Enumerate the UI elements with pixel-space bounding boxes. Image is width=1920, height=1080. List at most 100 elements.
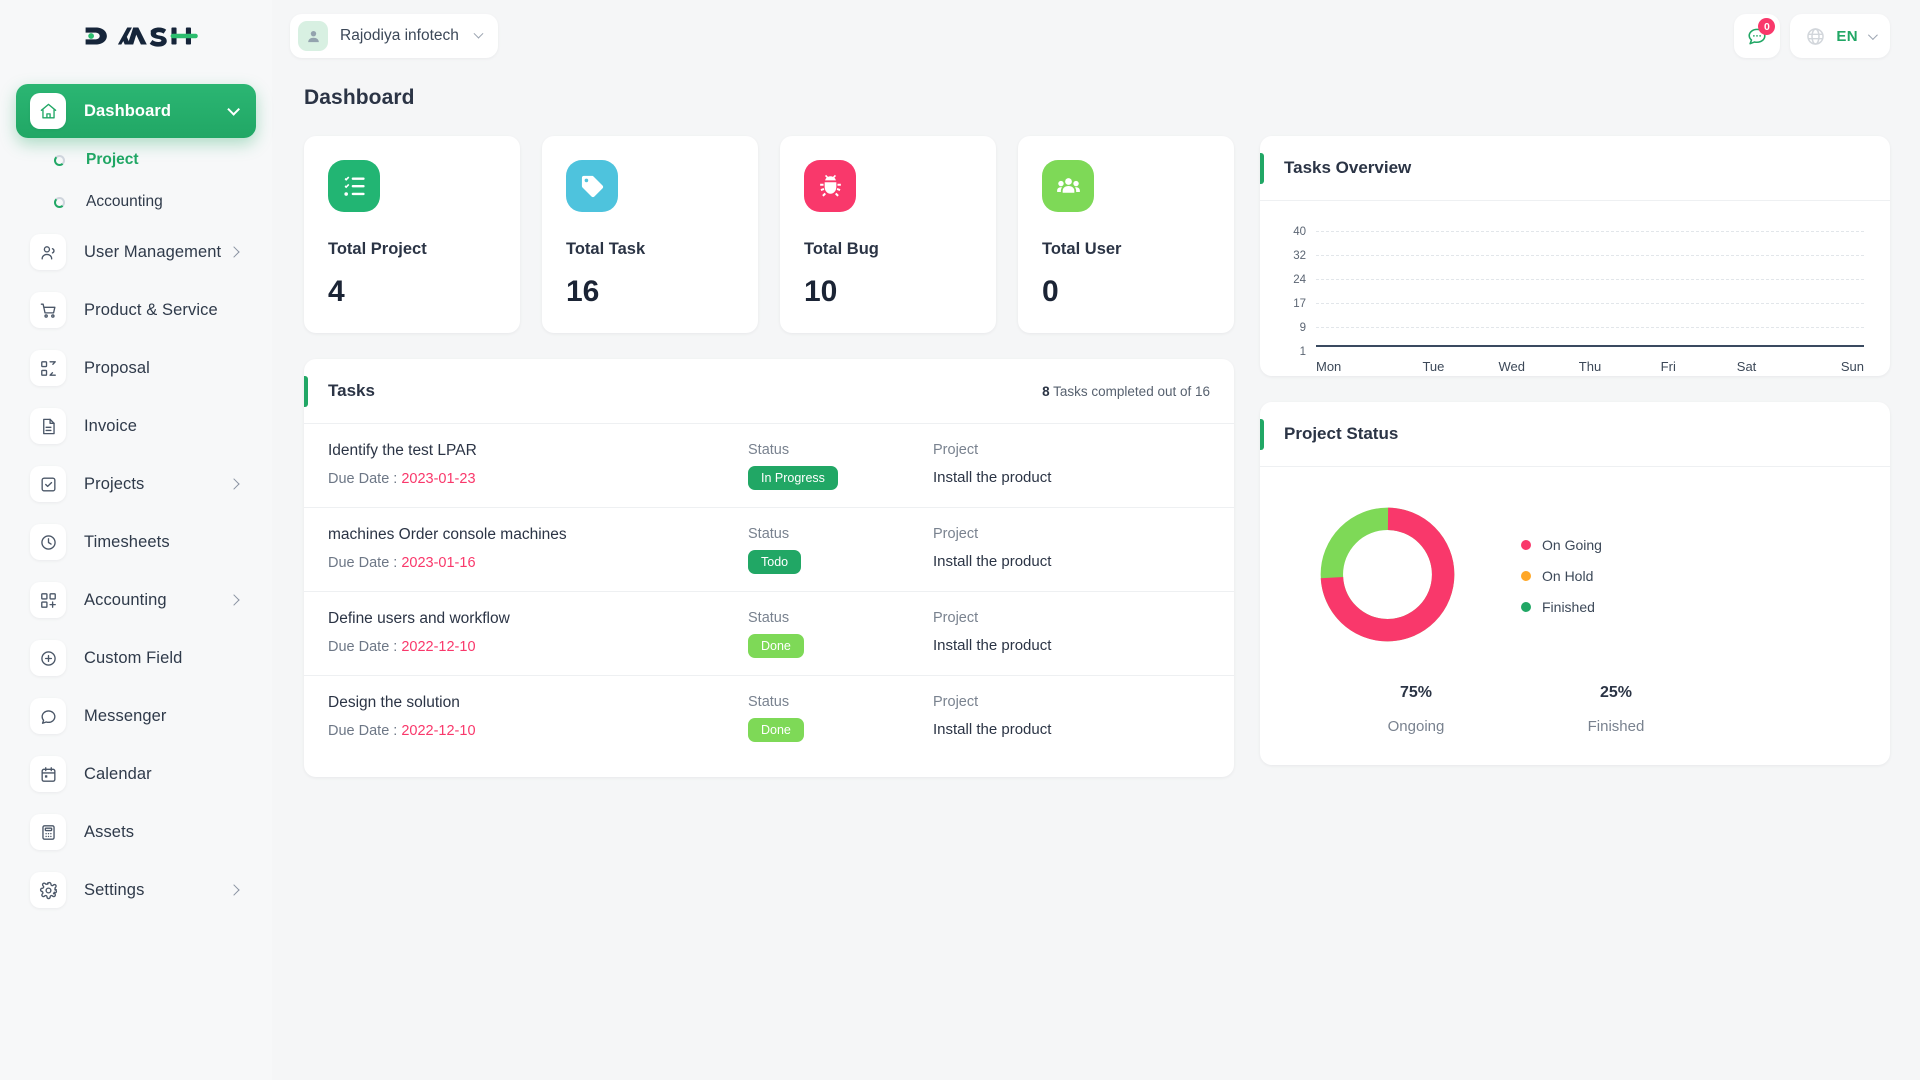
donut-section: On Going On Hold Finished xyxy=(1286,501,1716,735)
task-due: Due Date : 2022-12-10 xyxy=(328,639,748,655)
dash-logo-icon xyxy=(85,27,198,47)
sidebar-item-label: Custom Field xyxy=(84,648,183,667)
sidebar-item-label: Messenger xyxy=(84,706,167,725)
table-row[interactable]: Define users and workflow Due Date : 202… xyxy=(304,592,1234,676)
tag-icon xyxy=(566,160,618,212)
plus-circle-icon xyxy=(30,640,66,676)
stat-card-total-user[interactable]: Total User 0 xyxy=(1018,136,1234,333)
calculator-icon xyxy=(30,814,66,850)
table-row[interactable]: Identify the test LPAR Due Date : 2023-0… xyxy=(304,424,1234,508)
sidebar-item-label: Assets xyxy=(84,822,135,841)
dot-icon xyxy=(54,154,65,166)
sidebar-item-user-management[interactable]: User Management xyxy=(16,224,256,280)
dot-icon xyxy=(54,196,65,208)
check-square-icon xyxy=(30,466,66,502)
gridline xyxy=(1316,303,1864,304)
donut-chart xyxy=(1320,507,1455,642)
sidebar-item-proposal[interactable]: Proposal xyxy=(16,340,256,396)
sidebar-item-invoice[interactable]: Invoice xyxy=(16,398,256,454)
sidebar-item-calendar[interactable]: Calendar xyxy=(16,746,256,802)
table-row[interactable]: Design the solution Due Date : 2022-12-1… xyxy=(304,676,1234,759)
sidebar-item-product-service[interactable]: Product & Service xyxy=(16,282,256,338)
sidebar-item-label: Settings xyxy=(84,880,145,899)
task-name: machines Order console machines xyxy=(328,526,567,543)
gridline xyxy=(1316,279,1864,280)
sidebar-item-label: User Management xyxy=(84,242,222,261)
chevron-down-icon xyxy=(473,28,484,39)
sidebar-item-messenger[interactable]: Messenger xyxy=(16,688,256,744)
task-info: Define users and workflow Due Date : 202… xyxy=(328,610,748,655)
column-header-project: Project xyxy=(933,526,979,542)
x-tick: Tue xyxy=(1422,359,1445,374)
summary-label: Ongoing xyxy=(1387,718,1445,735)
stat-card-total-project[interactable]: Total Project 4 xyxy=(304,136,520,333)
column-header-project: Project xyxy=(933,442,979,458)
language-selector[interactable]: EN xyxy=(1790,14,1890,58)
sidebar-item-project[interactable]: Project xyxy=(32,140,240,180)
project-status-summary: 75% Ongoing 25% Finished xyxy=(1286,684,1716,735)
sidebar-item-accounting-sub[interactable]: Accounting xyxy=(32,182,240,222)
chevron-right-icon xyxy=(228,884,240,896)
status-badge: Done xyxy=(748,718,804,742)
stat-card-total-task[interactable]: Total Task 16 xyxy=(542,136,758,333)
legend-color-dot xyxy=(1521,540,1531,550)
logo[interactable] xyxy=(0,0,272,72)
dashboard-grid: Total Project 4 Total Task 16 xyxy=(304,136,1890,777)
stat-value: 4 xyxy=(328,275,345,308)
due-prefix: Due Date : xyxy=(328,723,402,739)
topbar-actions: 0 EN xyxy=(1734,14,1890,58)
column-header-status: Status xyxy=(748,526,790,542)
project-status-header: Project Status xyxy=(1260,402,1890,467)
sidebar-item-timesheets[interactable]: Timesheets xyxy=(16,514,256,570)
chevron-down-icon xyxy=(1867,29,1878,40)
language-value: EN xyxy=(1836,27,1858,45)
column-header-project: Project xyxy=(933,610,979,626)
stat-card-total-bug[interactable]: Total Bug 10 xyxy=(780,136,996,333)
task-status-col: Status Todo xyxy=(748,526,933,574)
status-badge: Done xyxy=(748,634,804,658)
sidebar-item-accounting[interactable]: Accounting xyxy=(16,572,256,628)
task-status-col: Status Done xyxy=(748,694,933,742)
sidebar-item-settings[interactable]: Settings xyxy=(16,862,256,918)
gear-icon xyxy=(30,872,66,908)
stat-cards: Total Project 4 Total Task 16 xyxy=(304,136,1234,333)
stat-value: 16 xyxy=(566,275,600,308)
sidebar-item-label: Product & Service xyxy=(84,300,218,319)
x-tick: Sun xyxy=(1840,359,1864,374)
due-date: 2022-12-10 xyxy=(401,639,476,655)
chevron-down-icon xyxy=(227,102,240,116)
table-row[interactable]: machines Order console machines Due Date… xyxy=(304,508,1234,592)
task-project: Install the product xyxy=(933,721,1052,738)
company-name: Rajodiya infotech xyxy=(340,27,459,44)
y-tick: 9 xyxy=(1299,322,1306,334)
stat-label: Total Project xyxy=(328,240,427,258)
gridline xyxy=(1316,327,1864,328)
y-tick: 17 xyxy=(1293,298,1306,310)
legend-color-dot xyxy=(1521,602,1531,612)
tasks-completed-count: 8 xyxy=(1042,383,1050,399)
due-date: 2023-01-23 xyxy=(401,471,476,487)
company-selector[interactable]: Rajodiya infotech xyxy=(290,14,498,58)
summary-label: Finished xyxy=(1587,718,1645,735)
x-tick: Thu xyxy=(1578,359,1602,374)
tasks-overview-header: Tasks Overview xyxy=(1260,136,1890,201)
sidebar-item-custom-field[interactable]: Custom Field xyxy=(16,630,256,686)
donut-legend: On Going On Hold Finished xyxy=(1521,519,1602,630)
page-content: Dashboard Total Project 4 xyxy=(272,72,1920,1080)
sidebar-item-dashboard[interactable]: Dashboard xyxy=(16,84,256,138)
summary-value: 75% xyxy=(1399,684,1433,701)
due-date: 2022-12-10 xyxy=(401,723,476,739)
messages-button[interactable]: 0 xyxy=(1734,14,1781,58)
sidebar-item-projects[interactable]: Projects xyxy=(16,456,256,512)
page-title: Dashboard xyxy=(304,86,415,109)
task-project-col: Project Install the product xyxy=(933,610,1118,654)
stat-value: 0 xyxy=(1042,275,1059,308)
stat-label: Total Bug xyxy=(804,240,879,258)
sidebar-item-label: Accounting xyxy=(84,590,167,609)
user-icon xyxy=(307,30,319,42)
globe-icon xyxy=(1807,27,1825,45)
task-name: Design the solution xyxy=(328,694,460,711)
main-area: Rajodiya infotech 0 xyxy=(272,0,1920,1080)
sidebar-item-assets[interactable]: Assets xyxy=(16,804,256,860)
